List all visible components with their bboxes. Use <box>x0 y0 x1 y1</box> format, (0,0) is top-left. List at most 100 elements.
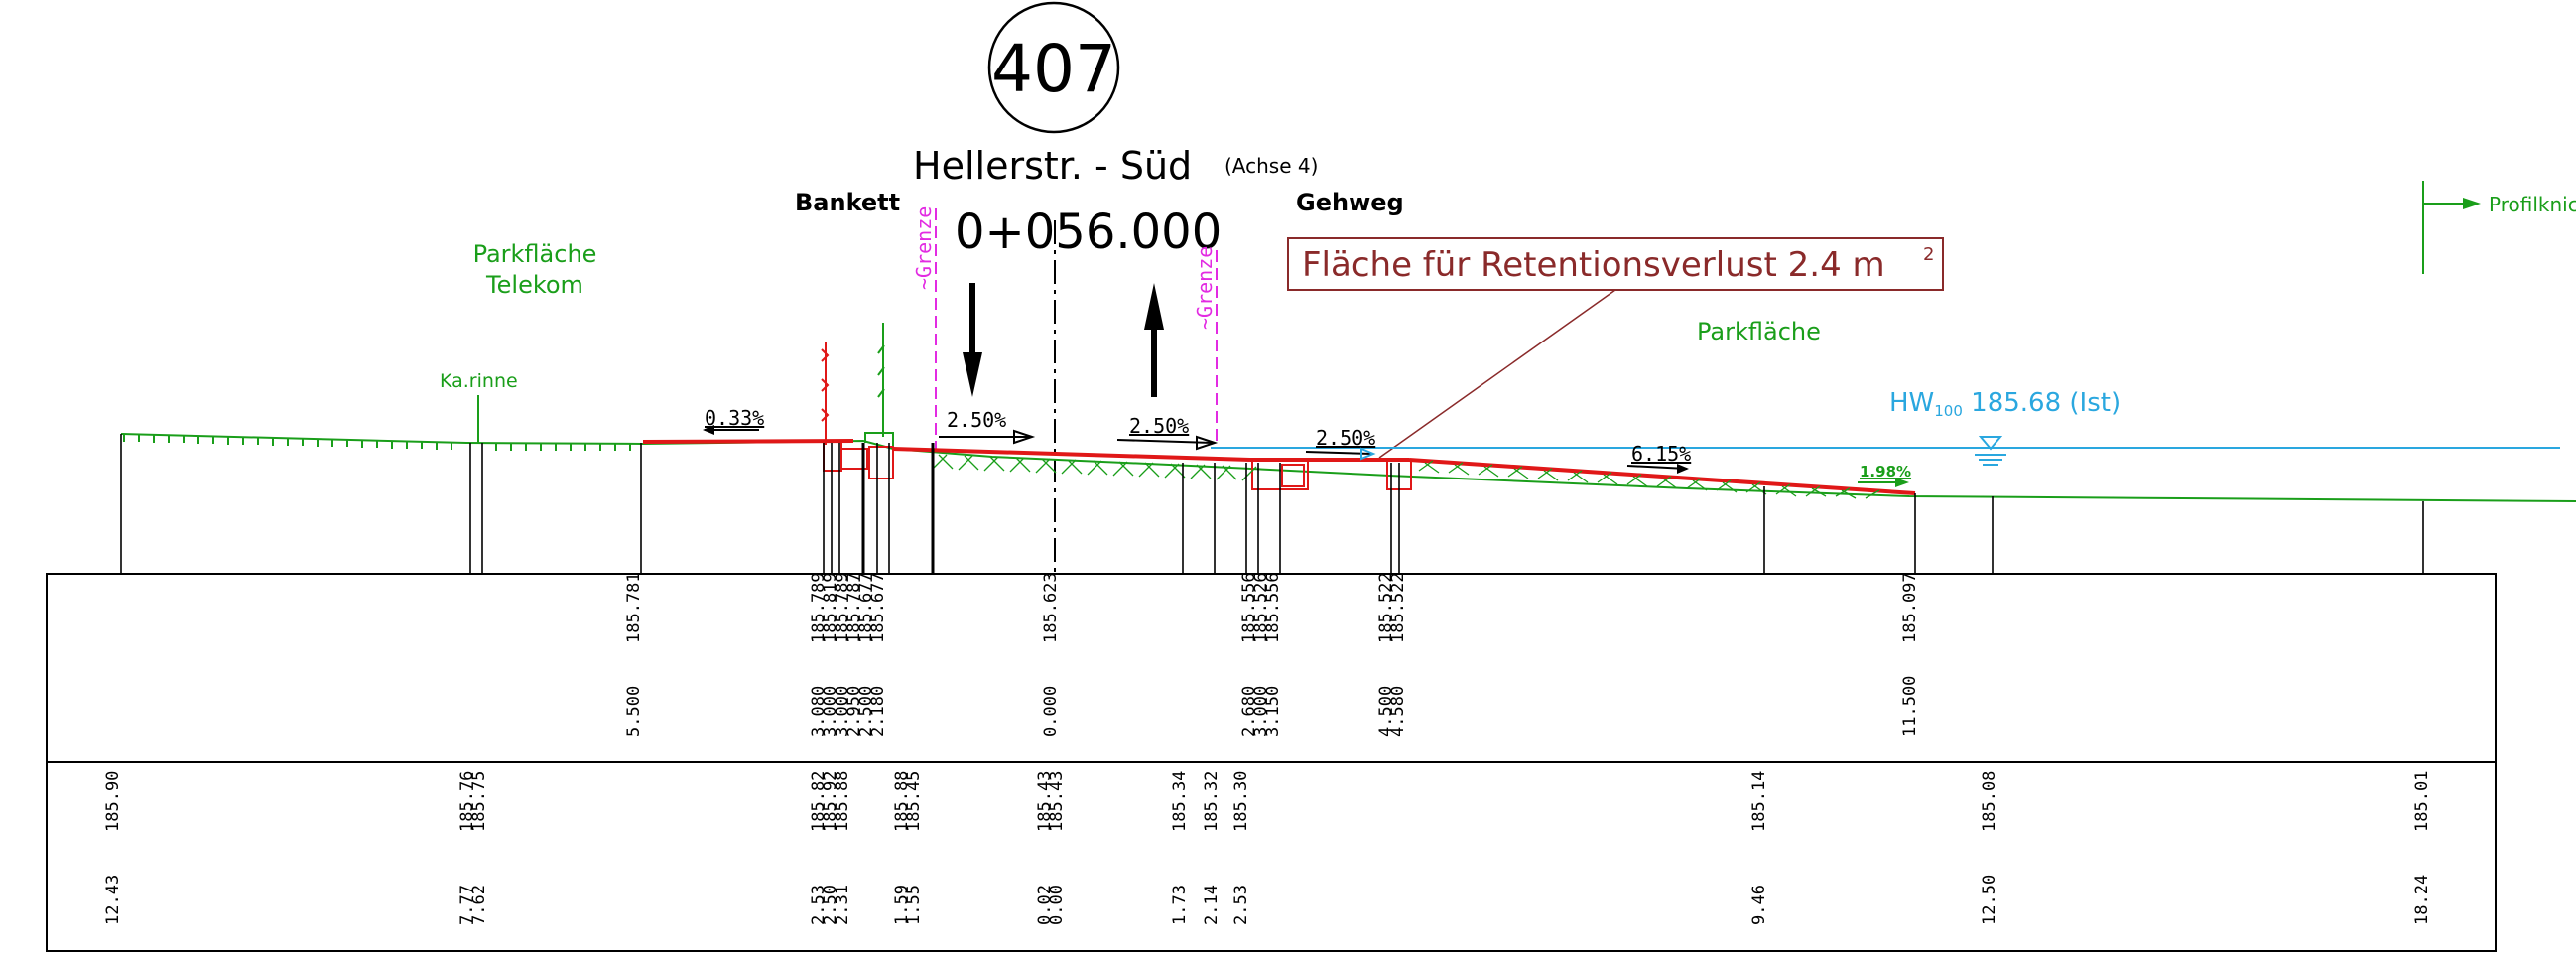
design-elevation-value: 185.787 <box>844 572 864 643</box>
design-offset-value: 2.680 <box>1239 686 1259 737</box>
design-elevation-value: 185.819 <box>821 572 840 643</box>
design-offset-value: 3.150 <box>1263 686 1283 737</box>
terrain-offset-value: 9.46 <box>1749 885 1769 925</box>
design-elevation-value: 185.526 <box>1251 572 1271 643</box>
boundary-left: ~Grenze <box>912 206 937 457</box>
design-offset-value: 5.500 <box>624 686 644 737</box>
data-table <box>46 573 2497 952</box>
label-parkflaeche-telekom-2: Telekom <box>485 271 583 299</box>
terrain-offset-value: 0.00 <box>1047 885 1067 925</box>
terrain-offset-value: 1.73 <box>1170 885 1190 925</box>
terrain-elevation-value: 185.43 <box>1035 771 1055 832</box>
design-elevation-row: 185.781 185.789185.819185.789185.787185.6… <box>624 572 1920 643</box>
terrain-offset-value: 2.53 <box>809 885 829 925</box>
design-section <box>642 342 1916 495</box>
water-level-symbol <box>1975 436 2006 466</box>
design-elevation-value: 185.556 <box>1263 572 1283 643</box>
design-offset-value: 3.080 <box>809 686 829 737</box>
existing-terrain <box>120 323 2576 502</box>
slope-1: 0.33% <box>705 406 764 430</box>
slope-5: 6.15% <box>1631 442 1691 466</box>
label-parkflaeche-telekom-1: Parkfläche <box>473 240 597 268</box>
pavement-hatching <box>932 454 1880 499</box>
slope-3: 2.50% <box>1129 414 1189 438</box>
design-offset-value: 2.180 <box>868 686 888 737</box>
design-elevation-value: 185.781 <box>624 572 644 643</box>
design-offset-value: 3.000 <box>821 686 840 737</box>
terrain-elevation-value: 185.92 <box>821 771 840 832</box>
slope-4: 2.50% <box>1316 426 1375 450</box>
terrain-elevation-value: 185.45 <box>904 771 924 832</box>
terrain-elevation-value: 185.88 <box>892 771 912 832</box>
direction-arrow-down <box>963 283 982 397</box>
direction-arrow-up <box>1144 283 1164 397</box>
design-elevation-value: 185.556 <box>1239 572 1259 643</box>
design-offset-value: 0.000 <box>1041 686 1061 737</box>
terrain-offset-value: 2.50 <box>821 885 840 925</box>
design-elevation-value: 185.097 <box>1900 572 1920 643</box>
boundary-right: ~Grenze <box>1193 246 1218 447</box>
terrain-elevation-value: 185.34 <box>1170 771 1190 832</box>
terrain-offset-value: 2.53 <box>1231 885 1251 925</box>
terrain-offset-value: 7.62 <box>469 885 489 925</box>
label-gehweg: Gehweg <box>1296 189 1404 216</box>
terrain-offset-row: 12.43 7.777.62 2.532.502.31 1.591.55 0.020.0… <box>103 875 2432 925</box>
design-elevation-value: 185.522 <box>1388 572 1408 643</box>
label-parkflaeche: Parkfläche <box>1697 318 1821 345</box>
terrain-elevation-value: 185.88 <box>833 771 852 832</box>
terrain-offset-value: 1.59 <box>892 885 912 925</box>
design-offset-value: 4.580 <box>1388 686 1408 737</box>
slope-6: 1.98% <box>1860 463 1911 480</box>
design-elevation-value: 185.677 <box>868 572 888 643</box>
water-level-value: 185.68 (Ist) <box>1963 388 2121 418</box>
design-offset-value: 3.000 <box>833 686 852 737</box>
station-lines <box>120 434 2424 574</box>
terrain-elevation-value: 185.90 <box>103 771 123 832</box>
station-label: 0+056.000 <box>955 205 1222 260</box>
terrain-elevation-value: 185.30 <box>1231 771 1251 832</box>
retention-annotation: Fläche für Retentionsverlust 2.4 m 2 <box>1287 237 1944 459</box>
terrain-elevation-value: 185.76 <box>457 771 477 832</box>
design-offset-value: 4.500 <box>1376 686 1396 737</box>
terrain-elevation-value: 185.01 <box>2412 771 2432 832</box>
terrain-elevation-value: 185.08 <box>1980 771 1999 832</box>
retention-superscript: 2 <box>1923 244 1934 265</box>
profilknick-label: Profilknic <box>2489 193 2576 216</box>
terrain-offset-value: 12.50 <box>1980 875 1999 925</box>
terrain-offset-value: 7.77 <box>457 885 477 925</box>
terrain-offset-value: 0.02 <box>1035 885 1055 925</box>
design-elevation-value: 185.677 <box>856 572 876 643</box>
slope-indicators: 0.33% 2.50% 2.50% 2.50% 6.15% 1.98% <box>703 406 1911 487</box>
terrain-offset-value: 12.43 <box>103 875 123 925</box>
water-level-label: HW100 185.68 (Ist) <box>1889 388 2121 420</box>
slope-2: 2.50% <box>947 408 1006 432</box>
terrain-elevation-value: 185.14 <box>1749 771 1769 832</box>
terrain-offset-value: 18.24 <box>2412 875 2432 925</box>
boundary-right-label: ~Grenze <box>1193 246 1217 330</box>
design-elevation-value: 185.789 <box>809 572 829 643</box>
label-bankett: Bankett <box>795 189 900 216</box>
terrain-offset-value: 1.55 <box>904 885 924 925</box>
water-level-prefix: HW <box>1889 388 1934 418</box>
design-elevation-value: 185.789 <box>833 572 852 643</box>
profilknick-marker: Profilknic <box>2422 181 2576 274</box>
design-offset-value: 3.000 <box>1251 686 1271 737</box>
boundary-left-label: ~Grenze <box>912 206 936 290</box>
axis-label: (Achse 4) <box>1224 154 1318 178</box>
terrain-offset-value: 2.31 <box>833 885 852 925</box>
profile-number-badge: 407 <box>987 1 1120 134</box>
design-elevation-value: 185.623 <box>1041 572 1061 643</box>
profile-number: 407 <box>991 31 1116 107</box>
label-karinne: Ka.rinne <box>440 370 518 392</box>
terrain-offset-value: 2.14 <box>1202 885 1222 925</box>
design-offset-value: 2.500 <box>856 686 876 737</box>
water-level-subscript: 100 <box>1934 402 1963 420</box>
terrain-elevation-value: 185.75 <box>469 771 489 832</box>
design-elevation-value: 185.522 <box>1376 572 1396 643</box>
terrain-elevation-value: 185.32 <box>1202 771 1222 832</box>
terrain-elevation-value: 185.82 <box>809 771 829 832</box>
street-name: Hellerstr. - Süd <box>913 144 1192 188</box>
design-offset-value: 2.950 <box>844 686 864 737</box>
